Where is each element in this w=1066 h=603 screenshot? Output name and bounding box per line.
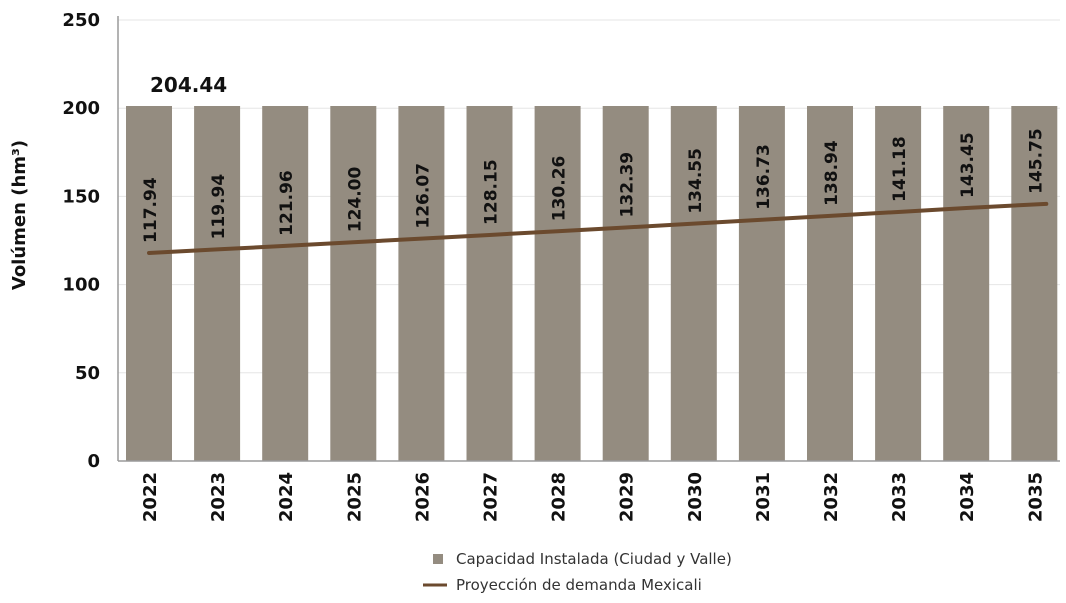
x-tick-label: 2025 — [344, 472, 365, 522]
x-tick-label: 2027 — [481, 472, 502, 522]
x-tick-label: 2022 — [140, 472, 161, 522]
bar-top-label: 204.44 — [150, 73, 227, 97]
data-label: 143.45 — [958, 132, 978, 198]
bar — [738, 106, 785, 461]
data-label: 117.94 — [141, 177, 161, 243]
bar — [943, 106, 990, 461]
data-label: 134.55 — [686, 148, 706, 214]
y-tick-label: 250 — [62, 10, 100, 31]
bar — [875, 106, 922, 461]
data-label: 141.18 — [890, 136, 910, 202]
bar — [1011, 106, 1058, 461]
x-tick-label: 2035 — [1025, 472, 1046, 522]
y-axis-label: Volúmen (hm³) — [9, 140, 30, 290]
y-tick-label: 0 — [87, 451, 100, 472]
legend-bar-label: Capacidad Instalada (Ciudad y Valle) — [456, 550, 732, 568]
data-labels: 204.44 117.94 119.94 121.96 124.00 126.07 128.… — [141, 73, 1046, 243]
data-label: 130.26 — [550, 156, 570, 222]
bar — [670, 106, 717, 461]
data-label: 119.94 — [209, 174, 229, 240]
data-label: 126.07 — [413, 163, 433, 229]
bar — [126, 106, 172, 461]
y-tick-label: 100 — [62, 275, 100, 296]
y-tick-label: 200 — [62, 98, 100, 119]
x-tick-label: 2030 — [685, 472, 706, 522]
bar — [194, 106, 241, 461]
bar — [602, 106, 649, 461]
data-label: 136.73 — [754, 144, 774, 210]
demand-line-group — [147, 201, 1049, 255]
data-label: 145.75 — [1026, 128, 1046, 194]
bar — [466, 106, 513, 461]
legend-line-label: Proyección de demanda Mexicali — [456, 576, 702, 594]
x-tick-label: 2026 — [412, 472, 433, 522]
legend: Capacidad Instalada (Ciudad y Valle) Pro… — [423, 550, 732, 594]
data-label: 132.39 — [618, 152, 638, 218]
x-tick-label: 2023 — [208, 472, 229, 522]
bar — [534, 106, 581, 461]
demand-line — [147, 201, 1049, 255]
x-tick-label: 2028 — [549, 472, 570, 522]
data-label: 124.00 — [345, 166, 365, 232]
x-tick-label: 2033 — [889, 472, 910, 522]
x-tick-label: 2029 — [617, 472, 638, 522]
bars — [126, 106, 1058, 461]
bar — [262, 106, 309, 461]
x-tick-label: 2034 — [957, 472, 978, 522]
y-tick-label: 150 — [62, 186, 100, 207]
legend-bar-swatch — [433, 554, 443, 564]
bar — [807, 106, 853, 461]
data-label: 121.96 — [277, 170, 297, 236]
axes: 0 50 100 150 200 250 2022 2023 2024 2025 2026 2027 2… — [62, 10, 1060, 522]
x-tick-label: 2032 — [821, 472, 842, 522]
x-tick-label: 2031 — [753, 472, 774, 522]
bar — [330, 106, 377, 461]
data-label: 138.94 — [822, 140, 842, 206]
bar — [398, 106, 445, 461]
data-label: 128.15 — [482, 159, 502, 225]
x-tick-label: 2024 — [276, 472, 297, 522]
y-tick-label: 50 — [75, 363, 100, 384]
